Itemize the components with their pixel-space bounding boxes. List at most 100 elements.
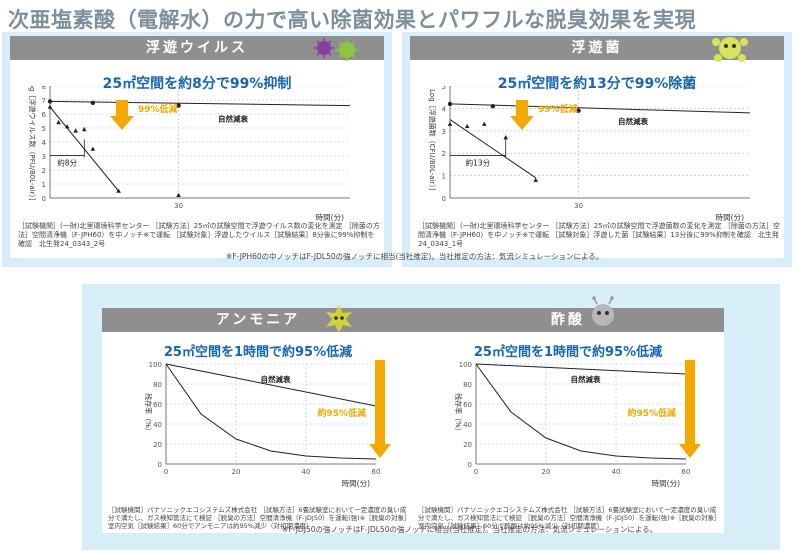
annotation-label: 約95%低減 bbox=[317, 407, 366, 419]
x-tick-label: 40 bbox=[612, 468, 621, 476]
y-tick-label: 7 bbox=[42, 97, 46, 105]
y-tick-label: 80 bbox=[463, 381, 472, 389]
data-point bbox=[116, 188, 121, 193]
annotation-label: 約13分 bbox=[466, 157, 491, 167]
x-tick-label: 60 bbox=[682, 468, 691, 476]
y-tick-label: 20 bbox=[463, 441, 472, 449]
y-tick-label: 5 bbox=[42, 125, 46, 133]
data-point bbox=[503, 135, 509, 140]
y-tick-label: 0 bbox=[442, 195, 446, 203]
x-axis-label: 時間(分) bbox=[716, 213, 744, 222]
x-tick-label: 30 bbox=[574, 202, 583, 210]
y-tick-label: 40 bbox=[463, 421, 472, 429]
x-tick-label: 0 bbox=[164, 468, 168, 476]
data-point bbox=[47, 99, 53, 104]
panel-header: アンモニア bbox=[102, 308, 414, 332]
series-label: 自然減衰 bbox=[571, 374, 601, 384]
footnote-top: ※F-JPH60の中ノッチはF-JDL50の強ノッチに相当(当社推定)。当社推定… bbox=[226, 252, 604, 261]
series-line bbox=[165, 363, 377, 460]
y-tick-label: 2 bbox=[42, 167, 46, 175]
y-tick-label: 100 bbox=[459, 361, 472, 369]
reduction-arrow bbox=[679, 360, 701, 458]
x-tick-label: 30 bbox=[174, 202, 183, 210]
panel-subtitle: 25㎡空間を1時間で約95%低減 bbox=[473, 345, 663, 360]
acetic-acid-germ-icon bbox=[592, 296, 614, 326]
y-tick-label: 100 bbox=[149, 361, 162, 369]
panel-subtitle: 25㎡空間を1時間で約95%低減 bbox=[163, 345, 353, 360]
card-airborne-virus: 浮遊ウイルス 25㎡空間を約8分で99%抑制 0 1 2 3 4 5 6 7 8 30 時間(分) L… bbox=[10, 36, 384, 258]
virus-germ-icon bbox=[314, 38, 358, 61]
panel-airborne-bacteria: 浮遊菌 25㎡空間を約13分で99%除菌 0 1 2 3 4 5 30 時間(分) Log［浮遊… bbox=[402, 32, 792, 267]
reduction-arrow bbox=[110, 100, 134, 130]
data-point bbox=[447, 121, 453, 126]
y-tick-label: 2 bbox=[442, 150, 446, 158]
bacteria-germ-icon bbox=[712, 37, 748, 62]
y-tick-label: 20 bbox=[153, 441, 162, 449]
data-point bbox=[490, 103, 496, 109]
y-tick-label: 80 bbox=[153, 381, 162, 389]
reduction-arrow bbox=[369, 360, 391, 458]
data-point bbox=[73, 128, 79, 133]
y-tick-label: 40 bbox=[153, 421, 162, 429]
y-tick-label: 1 bbox=[442, 173, 446, 181]
card-ammonia: アンモニア 25㎡空間を1時間で約95%低減 0 20 40 60 80 100 0 20 40… bbox=[102, 305, 414, 533]
data-point bbox=[56, 119, 61, 125]
y-tick-label: 5 bbox=[442, 86, 446, 91]
data-point bbox=[176, 103, 181, 108]
data-point bbox=[481, 121, 487, 126]
x-axis-label: 時間(分) bbox=[342, 479, 370, 488]
card-airborne-bacteria: 浮遊菌 25㎡空間を約13分で99%除菌 0 1 2 3 4 5 30 時間(分) Log［浮遊… bbox=[410, 36, 784, 258]
annotation-label: 約8分 bbox=[57, 157, 77, 167]
y-tick-label: 6 bbox=[42, 111, 47, 119]
series-line bbox=[475, 363, 687, 460]
y-tick-label: 0 bbox=[42, 195, 46, 203]
x-tick-label: 40 bbox=[302, 468, 311, 476]
data-point bbox=[81, 126, 87, 132]
y-tick-label: 1 bbox=[42, 181, 46, 189]
panel-note: ［試験機関］パナソニックエコシステムズ株式会社 ［試験方法］6畳試験室において一… bbox=[418, 506, 718, 530]
annotation-label: 99%低減 bbox=[138, 103, 178, 115]
series-label: 自然減衰 bbox=[261, 374, 291, 384]
panel-note: ［試験機関］(一財)北里環境科学センター ［試験方法］25㎡の試験空間で浮遊ウイ… bbox=[18, 222, 380, 248]
y-tick-label: 3 bbox=[442, 128, 446, 136]
y-axis-label: Log［浮遊ウイルス数（PFU/80L-air）］ bbox=[28, 86, 37, 205]
data-point bbox=[576, 108, 581, 113]
y-tick-label: 60 bbox=[153, 401, 162, 409]
panel-note: ［試験機関］パナソニックエコシステムズ株式会社 ［試験方法］6畳試験室において一… bbox=[108, 506, 408, 530]
x-tick-label: 20 bbox=[542, 468, 551, 476]
series-fit-line bbox=[449, 103, 751, 114]
x-axis-label: 時間(分) bbox=[316, 213, 344, 222]
y-axis-label: 残存率（%） bbox=[144, 393, 153, 435]
bacteria-chart: 0 1 2 3 4 5 30 時間(分) Log［浮遊菌数（CFU/80L-air）］ 自然減衰 9… bbox=[428, 86, 751, 222]
data-point bbox=[90, 146, 96, 151]
y-tick-label: 0 bbox=[468, 461, 472, 469]
panel-subtitle: 25㎡空間を約8分で99%抑制 bbox=[102, 76, 292, 92]
panel-deodorize: アンモニア 25㎡空間を1時間で約95%低減 0 20 40 60 80 100 0 20 40… bbox=[82, 284, 780, 550]
y-tick-label: 60 bbox=[463, 401, 472, 409]
footnote-bottom: ※F-JDJ50の強ノッチはF-JDL50の強ノッチに相当(当社推定)。当社推定… bbox=[282, 525, 658, 534]
y-axis-label: 残存率（%） bbox=[454, 393, 463, 435]
panel-header: 浮遊菌 bbox=[410, 36, 784, 60]
series-label: 自然減衰 bbox=[618, 116, 648, 126]
data-point bbox=[447, 101, 453, 107]
y-tick-label: 4 bbox=[442, 105, 447, 113]
panel-subtitle: 25㎡空間を約13分で99%除菌 bbox=[497, 76, 697, 92]
series-fit-line bbox=[49, 100, 351, 107]
annotation-label: 99%低減 bbox=[538, 103, 578, 115]
data-point bbox=[64, 124, 70, 129]
panel-note: ［試験機関］(一財)北里環境科学センター ［試験方法］25㎡の試験空間で浮遊菌数… bbox=[418, 222, 780, 248]
y-tick-label: 0 bbox=[158, 461, 162, 469]
panel-airborne-virus: 浮遊ウイルス 25㎡空間を約8分で99%抑制 0 1 2 3 4 5 6 7 8 30 時間(分) L… bbox=[2, 32, 392, 267]
data-point bbox=[47, 104, 53, 109]
data-point bbox=[464, 123, 470, 129]
panel-header: 酢酸 bbox=[412, 308, 724, 332]
y-tick-label: 4 bbox=[42, 139, 47, 147]
x-tick-label: 0 bbox=[474, 468, 478, 476]
data-point bbox=[176, 192, 181, 197]
y-tick-label: 3 bbox=[42, 153, 46, 161]
series-label: 自然減衰 bbox=[218, 113, 248, 123]
x-axis-label: 時間(分) bbox=[652, 479, 680, 488]
series-line bbox=[475, 363, 687, 375]
